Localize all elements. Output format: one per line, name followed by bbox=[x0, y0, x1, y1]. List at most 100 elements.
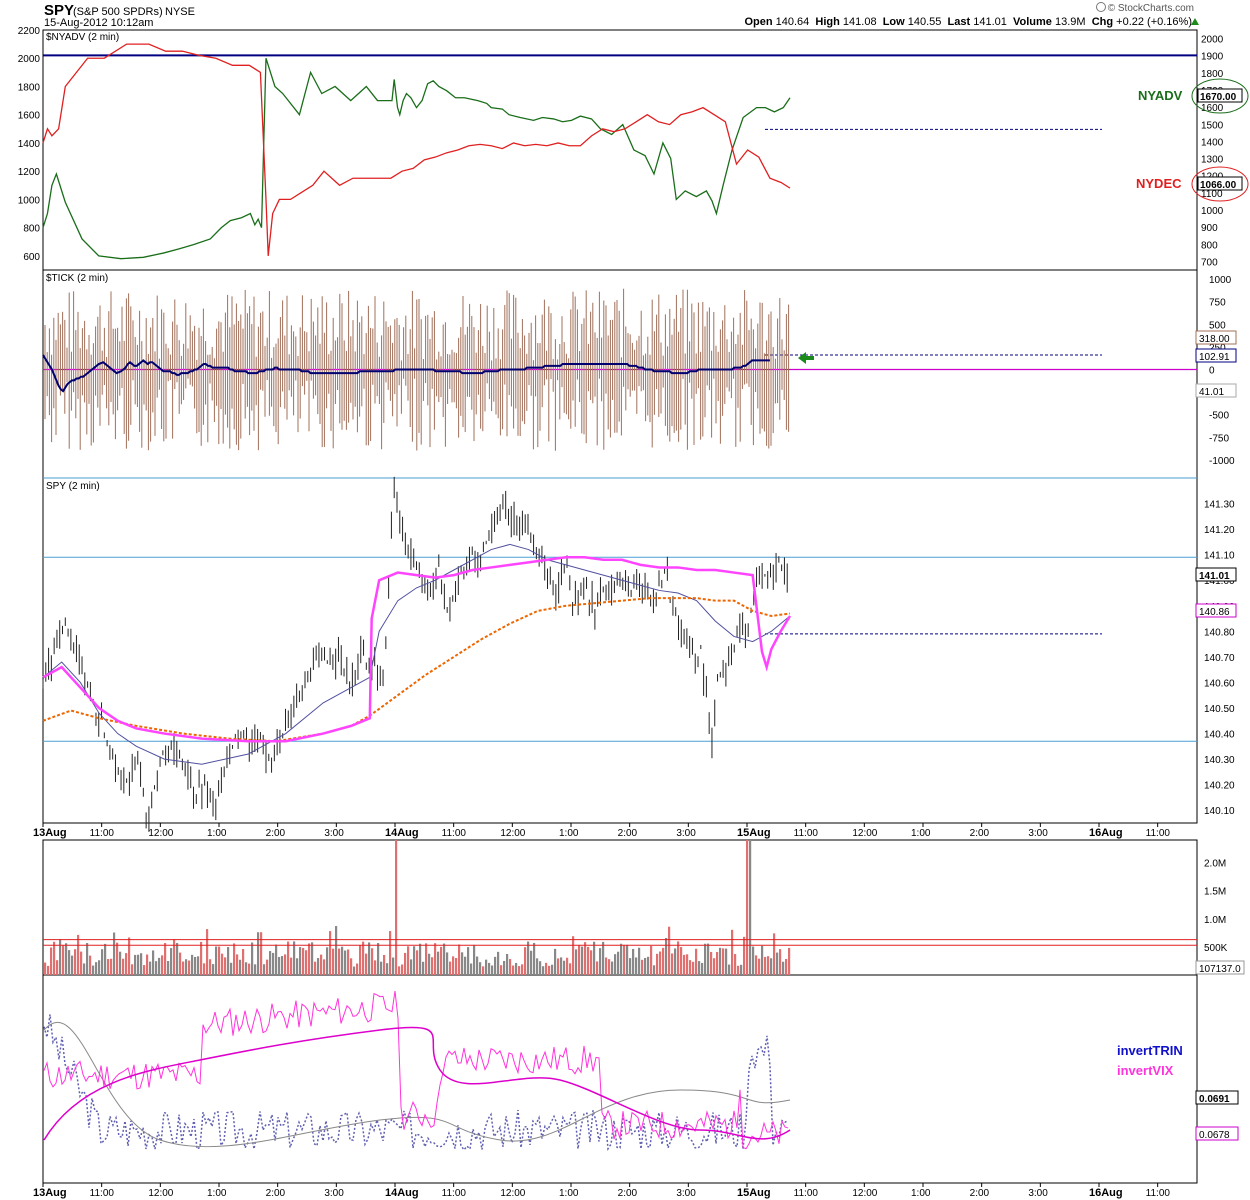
credit[interactable]: © StockCharts.com bbox=[1095, 2, 1194, 14]
volume-bar bbox=[728, 964, 731, 975]
volume-bar bbox=[77, 934, 80, 975]
volume-bar bbox=[434, 943, 437, 975]
volume-bar bbox=[554, 948, 557, 975]
volume-bar bbox=[107, 959, 110, 975]
tick-moving-average bbox=[42, 354, 770, 393]
volume-bar bbox=[629, 958, 632, 975]
volume-bar bbox=[497, 951, 500, 975]
volume-bar bbox=[599, 948, 602, 975]
volume-bar bbox=[257, 932, 260, 975]
volume-bar bbox=[290, 957, 293, 975]
volume-bar bbox=[158, 957, 161, 975]
volume-bar bbox=[674, 948, 677, 975]
volume-bar bbox=[776, 952, 779, 975]
volume-bar bbox=[356, 963, 359, 975]
volume-bar bbox=[269, 951, 272, 975]
volume-bar bbox=[368, 942, 371, 975]
volume-bar bbox=[260, 932, 263, 975]
volume-bar bbox=[491, 965, 494, 975]
volume-bar bbox=[263, 964, 266, 975]
volume-bar bbox=[656, 953, 659, 975]
x-tick-label: 15Aug bbox=[737, 1187, 771, 1199]
y-tick-label: 250 bbox=[1209, 343, 1226, 354]
y-tick-label: 2.0M bbox=[1204, 859, 1226, 870]
volume-bar bbox=[665, 938, 668, 975]
volume-bar bbox=[236, 954, 239, 975]
y-tick-label: 600 bbox=[23, 252, 40, 263]
volume-bar bbox=[302, 947, 305, 975]
y-tick-label: 750 bbox=[1209, 298, 1226, 309]
y-tick-label: 1800 bbox=[18, 82, 41, 93]
volume-bar bbox=[692, 961, 695, 975]
volume-bar bbox=[230, 962, 233, 975]
volume-bar bbox=[320, 954, 323, 975]
volume-bar bbox=[440, 946, 443, 975]
x-tick-label: 2:00 bbox=[970, 1188, 990, 1199]
vwap-line bbox=[42, 555, 792, 743]
volume-bar bbox=[479, 962, 482, 975]
y-tick-label: 1400 bbox=[18, 139, 41, 150]
volume-bar bbox=[752, 946, 755, 975]
volume-bar bbox=[557, 958, 560, 975]
volume-bar bbox=[317, 958, 320, 975]
volume-bar bbox=[344, 950, 347, 975]
volume-bar bbox=[374, 960, 377, 975]
volume-bar bbox=[278, 957, 281, 975]
volume-bar bbox=[785, 958, 788, 975]
volume-bar bbox=[701, 962, 704, 975]
x-tick-label: 12:00 bbox=[852, 828, 877, 839]
value-box bbox=[1195, 960, 1245, 975]
volume-bar bbox=[113, 932, 116, 975]
volume-bar bbox=[197, 956, 200, 975]
volume-bar bbox=[188, 960, 191, 975]
y-tick-label: 1000 bbox=[1209, 275, 1232, 286]
value-circle bbox=[1191, 78, 1249, 114]
legend-nydec: NYDEC bbox=[1136, 176, 1182, 191]
last-label: Last bbox=[947, 16, 971, 28]
volume-bar bbox=[731, 929, 734, 975]
volume-bar bbox=[695, 948, 698, 975]
y-tick-label: 140.30 bbox=[1204, 755, 1235, 766]
volume-bar bbox=[416, 950, 419, 975]
volume-bar bbox=[200, 941, 203, 975]
volume-bar bbox=[224, 957, 227, 975]
volume-bar bbox=[662, 947, 665, 975]
x-tick-label: 11:00 bbox=[90, 1188, 115, 1199]
volume-bar bbox=[608, 959, 611, 975]
volume-bar bbox=[359, 945, 362, 975]
last-value: 141.01 bbox=[973, 16, 1007, 28]
volume-bar bbox=[140, 953, 143, 975]
exchange: NYSE bbox=[165, 6, 195, 18]
x-tick-label: 3:00 bbox=[1028, 828, 1048, 839]
value-circle bbox=[1191, 166, 1249, 202]
volume-bar bbox=[206, 929, 209, 975]
volume-bar bbox=[47, 965, 50, 975]
volume-bar bbox=[407, 946, 410, 975]
volume-bar bbox=[614, 954, 617, 975]
volume-bar bbox=[647, 956, 650, 975]
value-label: 107137.0 bbox=[1199, 964, 1241, 975]
series-invertvix bbox=[43, 990, 789, 1150]
volume-bar bbox=[545, 962, 548, 975]
volume-bar bbox=[632, 948, 635, 975]
volume-bar bbox=[767, 956, 770, 975]
value-box bbox=[1197, 176, 1243, 191]
volume-bar bbox=[152, 950, 155, 975]
volume-bar bbox=[779, 949, 782, 975]
volume-bar bbox=[98, 960, 101, 975]
volume-bar bbox=[458, 944, 461, 975]
volume-bar bbox=[449, 961, 452, 975]
series-inverttrin bbox=[43, 1014, 789, 1152]
y-tick-label: 1.0M bbox=[1204, 915, 1226, 926]
volume-bar bbox=[338, 948, 341, 975]
volume-bar bbox=[473, 944, 476, 975]
volume-bar bbox=[74, 949, 77, 975]
volume-bar bbox=[635, 957, 638, 975]
panel-title: SPY (2 min) bbox=[46, 481, 100, 492]
volume-bar bbox=[596, 961, 599, 975]
volume-bar bbox=[773, 933, 776, 975]
volume-bar bbox=[314, 961, 317, 975]
volume-bar bbox=[551, 964, 554, 975]
y-tick-label: 141.30 bbox=[1204, 500, 1235, 511]
